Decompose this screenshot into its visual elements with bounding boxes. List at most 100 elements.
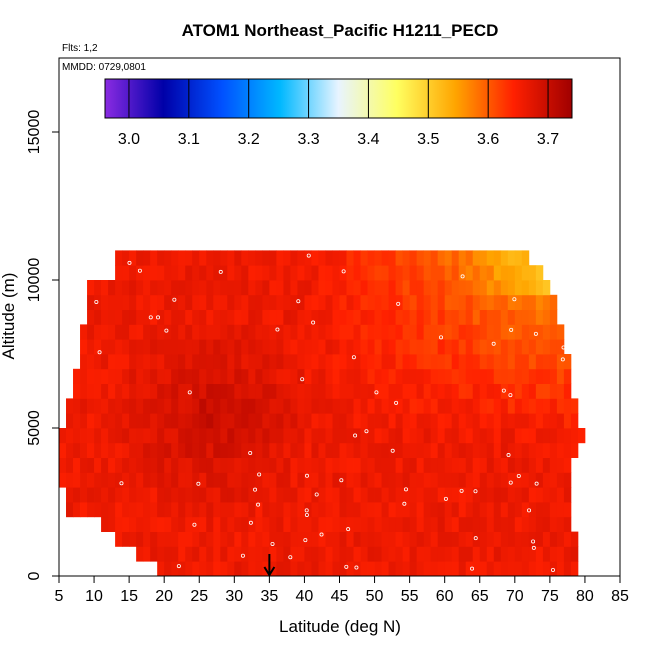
heatmap-cell: [255, 502, 263, 518]
heatmap-cell: [500, 383, 509, 399]
heatmap-cell: [444, 398, 453, 414]
heatmap-cell: [437, 398, 446, 414]
heatmap-cell: [199, 413, 207, 429]
heatmap-cell: [178, 398, 186, 414]
heatmap-cell: [535, 368, 544, 384]
heatmap-cell: [521, 472, 530, 488]
heatmap-cell: [332, 250, 340, 266]
heatmap-cell: [150, 339, 158, 355]
heatmap-cell: [465, 516, 474, 532]
x-axis: 5 10 15 20 25 30 35 40 45 50 55 60 65 70 75 80 85: [55, 576, 629, 605]
heatmap-cell: [122, 472, 130, 488]
heatmap-cell: [290, 354, 298, 370]
heatmap-cell: [248, 354, 256, 370]
heatmap-cell: [332, 472, 340, 488]
heatmap-cell: [171, 368, 179, 384]
heatmap-cell: [346, 309, 354, 325]
heatmap-cell: [318, 324, 326, 340]
heatmap-cell: [339, 428, 347, 444]
heatmap-cell: [374, 428, 382, 444]
heatmap-cell: [283, 294, 291, 310]
heatmap-cell: [325, 546, 333, 562]
heatmap-cell: [192, 457, 200, 473]
heatmap-cell: [311, 265, 319, 281]
heatmap-cell: [157, 413, 165, 429]
heatmap-cell: [276, 531, 284, 547]
heatmap-cell: [458, 442, 467, 458]
heatmap-cell: [234, 487, 242, 503]
heatmap-cell: [171, 280, 179, 296]
heatmap-cell: [500, 339, 509, 355]
heatmap-cell: [318, 546, 326, 562]
heatmap-cell: [423, 383, 432, 399]
heatmap-cell: [409, 413, 418, 429]
heatmap-cell: [290, 294, 298, 310]
heatmap-cell: [416, 531, 425, 547]
heatmap-cell: [311, 398, 319, 414]
heatmap-cell: [157, 516, 165, 532]
heatmap-cell: [185, 309, 193, 325]
heatmap-cell: [339, 457, 347, 473]
arrow-head: [263, 566, 276, 577]
heatmap-cell: [493, 309, 502, 325]
heatmap-cell: [388, 561, 396, 577]
heatmap-cell: [297, 531, 305, 547]
heatmap-cell: [472, 309, 481, 325]
heatmap-cell: [570, 413, 579, 429]
x-tick-label: 10: [85, 588, 103, 605]
heatmap-cell: [262, 502, 270, 518]
heatmap-cell: [535, 383, 544, 399]
sample-point: [402, 501, 407, 506]
colorbar-tick-label: 3.4: [357, 131, 379, 148]
sample-point: [533, 331, 538, 336]
heatmap-cell: [542, 457, 551, 473]
heatmap-cell: [381, 428, 389, 444]
heatmap-cell: [248, 398, 256, 414]
heatmap-cell: [395, 502, 404, 518]
heatmap-cell: [297, 487, 305, 503]
heatmap-cell: [150, 487, 158, 503]
heatmap-cell: [255, 442, 263, 458]
sample-point: [275, 327, 280, 332]
heatmap-cell: [80, 368, 88, 384]
heatmap-cell: [500, 487, 509, 503]
heatmap-cell: [451, 250, 460, 266]
heatmap-cell: [535, 561, 544, 577]
heatmap-cell: [213, 502, 221, 518]
heatmap-cell: [507, 354, 516, 370]
heatmap-cell: [430, 472, 439, 488]
heatmap-cell: [416, 546, 425, 562]
y-axis-label: Altitude (m): [0, 273, 18, 360]
heatmap-cell: [122, 413, 130, 429]
heatmap-cell: [199, 531, 207, 547]
sample-point: [304, 512, 309, 517]
flights-label: Flts: 1,2: [62, 43, 98, 54]
heatmap-cell: [115, 354, 123, 370]
heatmap-cell: [556, 531, 565, 547]
heatmap-cell: [353, 339, 361, 355]
heatmap-cell: [493, 413, 502, 429]
heatmap-cell: [136, 294, 144, 310]
heatmap-cell: [542, 502, 551, 518]
heatmap-cell: [332, 442, 340, 458]
heatmap-cell: [199, 324, 207, 340]
heatmap-cell: [374, 324, 382, 340]
heatmap-cell: [486, 265, 495, 281]
heatmap-cell: [290, 428, 298, 444]
heatmap-cell: [528, 265, 537, 281]
heatmap-cell: [332, 413, 340, 429]
heatmap-cell: [521, 531, 530, 547]
heatmap-cell: [108, 324, 116, 340]
sample-point: [127, 260, 132, 265]
heatmap-cell: [178, 383, 186, 399]
heatmap-cell: [255, 265, 263, 281]
heatmap-cell: [423, 398, 432, 414]
x-tick-label: 40: [296, 588, 314, 605]
heatmap-cell: [458, 413, 467, 429]
heatmap-cell: [318, 294, 326, 310]
heatmap-cell: [248, 250, 256, 266]
heatmap-cell: [136, 398, 144, 414]
heatmap-cell: [528, 428, 537, 444]
heatmap-cell: [479, 294, 488, 310]
